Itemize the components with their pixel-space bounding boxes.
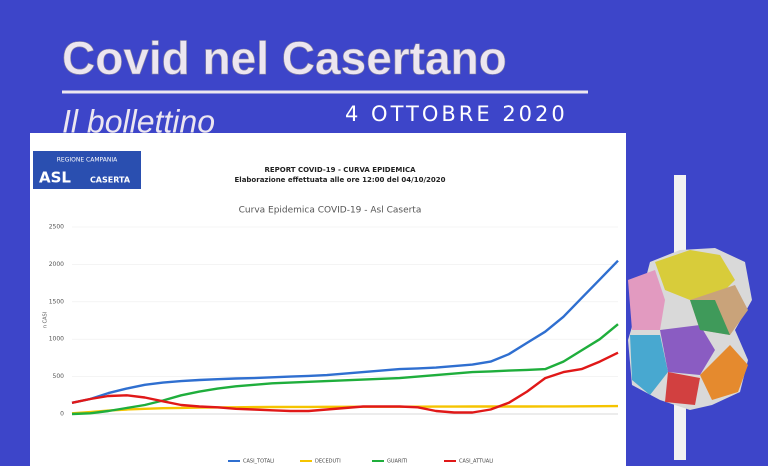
page-title: Covid nel Casertano xyxy=(62,32,507,84)
legend-label: GUARITI xyxy=(387,459,407,465)
y-tick-label: 2500 xyxy=(49,224,64,231)
y-tick-label: 500 xyxy=(53,373,65,380)
report-subtitle: Elaborazione effettuata alle ore 12:00 d… xyxy=(235,176,446,184)
y-tick-label: 0 xyxy=(60,411,64,418)
legend-label: CASI_ATTUALI xyxy=(459,459,493,465)
y-axis-label: n CASI xyxy=(43,312,49,328)
date: 4 OTTOBRE 2020 xyxy=(345,102,568,126)
legend-label: CASI_TOTALI xyxy=(243,459,274,465)
y-tick-label: 2000 xyxy=(49,261,64,268)
map xyxy=(628,248,752,410)
report-title: REPORT COVID-19 - CURVA EPIDEMICA xyxy=(264,166,416,174)
logo-main: ASL xyxy=(39,169,71,187)
logo xyxy=(33,151,141,189)
logo-region: REGIONE CAMPANIA xyxy=(57,157,118,164)
chart-title: Curva Epidemica COVID-19 - Asl Caserta xyxy=(239,206,422,216)
series-line xyxy=(71,351,619,414)
series-line xyxy=(71,259,619,404)
y-tick-label: 1000 xyxy=(49,336,64,343)
legend-label: DECEDUTI xyxy=(315,459,341,465)
logo-city: CASERTA xyxy=(90,176,131,185)
y-tick-label: 1500 xyxy=(49,298,64,305)
